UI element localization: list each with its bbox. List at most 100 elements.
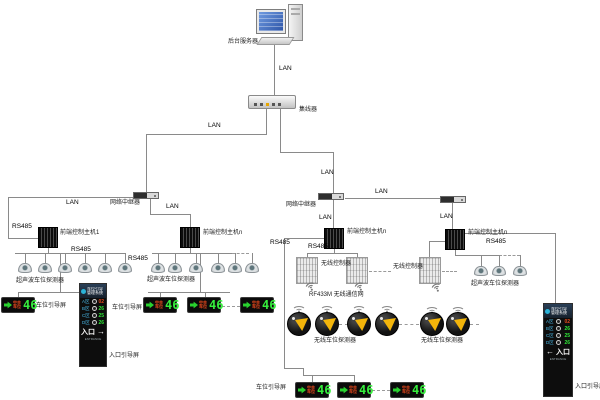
space-sign-label: 车位引导屏 bbox=[112, 305, 143, 311]
connector-dashed bbox=[232, 253, 249, 254]
ultrasonic-sensor bbox=[245, 263, 259, 273]
wireless-parking-detector bbox=[315, 312, 339, 336]
connector bbox=[18, 292, 19, 298]
entrance-row: ← 入口 bbox=[546, 346, 570, 356]
panel-row: D区 26 bbox=[546, 339, 570, 346]
connector bbox=[205, 292, 206, 298]
ultrasonic-sensor bbox=[474, 266, 488, 276]
ultrasonic-label: 超声波车位探测器 bbox=[147, 277, 196, 283]
space-count-sign: 空余 车位 46 bbox=[187, 297, 223, 313]
wireless-controller-1 bbox=[296, 257, 318, 284]
connector bbox=[429, 241, 430, 257]
connector bbox=[333, 152, 334, 193]
ultrasonic-sensor bbox=[78, 263, 92, 273]
connector bbox=[148, 292, 230, 293]
repeater-label: 网络中继器 bbox=[110, 200, 141, 206]
ultrasonic-label: 超声波车位探测器 bbox=[16, 278, 65, 284]
connector bbox=[555, 233, 556, 303]
connector bbox=[357, 253, 358, 257]
connector bbox=[429, 241, 445, 242]
connector bbox=[499, 255, 500, 266]
green-arrow-icon bbox=[190, 301, 198, 309]
hub-label: 集线器 bbox=[299, 107, 318, 113]
sign-red-text: 空余 车位 bbox=[252, 300, 260, 309]
wireless-detector-label: 无线车位探测器 bbox=[421, 338, 464, 344]
connector bbox=[284, 238, 324, 239]
radio-signal-icon bbox=[349, 279, 370, 303]
space-count-sign: 空余 车位 46 bbox=[390, 382, 426, 398]
connector bbox=[65, 253, 66, 263]
space-count-sign: 空余 车位 46 bbox=[240, 297, 276, 313]
sign-red-text: 空余 车位 bbox=[402, 385, 410, 394]
panel-row: C区 25 bbox=[82, 312, 104, 319]
rs485-label: RS485 bbox=[308, 243, 328, 250]
panel-row: B区 26 bbox=[546, 325, 570, 332]
connector bbox=[455, 250, 456, 255]
green-arrow-icon bbox=[393, 386, 401, 394]
front-controller-2 bbox=[180, 227, 200, 248]
wireless-parking-detector bbox=[287, 312, 311, 336]
server-tower-icon bbox=[288, 4, 303, 41]
front-controller-4 bbox=[445, 229, 465, 250]
connector bbox=[307, 253, 358, 254]
sign-red-text: 空余 车位 bbox=[155, 300, 163, 309]
controller-label: 前端控制主机n bbox=[347, 229, 387, 235]
wireless-controller-label: 无线控制器 bbox=[393, 264, 424, 270]
rs485-label: RS485 bbox=[12, 223, 32, 230]
connector bbox=[452, 203, 453, 229]
ultrasonic-sensor bbox=[513, 266, 527, 276]
indicator-icon bbox=[556, 340, 561, 345]
panel-row: A区 02 bbox=[546, 318, 570, 325]
lan-label: LAN bbox=[375, 188, 388, 195]
space-count: 46 bbox=[165, 298, 180, 312]
sign-red-text: 空余 车位 bbox=[307, 385, 315, 394]
indicator-icon bbox=[92, 320, 97, 325]
entrance-sub: ENTRANCE bbox=[84, 337, 102, 341]
green-arrow-icon bbox=[4, 301, 12, 309]
repeater-label: 网络中继器 bbox=[286, 202, 317, 208]
wireless-controller-label: 无线控制器 bbox=[321, 261, 352, 267]
server-screen bbox=[259, 12, 283, 31]
connector bbox=[8, 197, 133, 198]
arrow-right-icon: → bbox=[97, 326, 105, 336]
rs485-label: RS485 bbox=[486, 238, 506, 245]
backend-server bbox=[250, 4, 310, 50]
panel-logo-icon bbox=[545, 308, 550, 314]
connector bbox=[303, 375, 355, 376]
panel-row: B区 26 bbox=[82, 305, 104, 312]
panel-header: 车位引导 管理系统 bbox=[80, 284, 106, 298]
radio-signal-icon bbox=[300, 279, 321, 303]
green-arrow-icon bbox=[340, 386, 348, 394]
green-arrow-icon bbox=[146, 301, 154, 309]
entrance-row: 入口 → bbox=[81, 326, 105, 336]
front-controller-3 bbox=[324, 228, 344, 249]
lan-label: LAN bbox=[319, 214, 332, 221]
ultrasonic-sensor bbox=[98, 263, 112, 273]
rs485-label: RS485 bbox=[270, 239, 290, 246]
arrow-left-icon: ← bbox=[546, 346, 554, 356]
ultrasonic-sensor bbox=[211, 263, 225, 273]
lan-label: LAN bbox=[279, 65, 292, 72]
connector bbox=[280, 152, 334, 153]
entrance-sub: ENTRANCE bbox=[549, 357, 567, 361]
connector bbox=[190, 248, 191, 253]
ultrasonic-sensor bbox=[492, 266, 506, 276]
indicator-icon bbox=[92, 306, 97, 311]
wireless-controller-2 bbox=[346, 257, 368, 284]
network-repeater-3 bbox=[440, 196, 466, 203]
wireless-parking-detector bbox=[446, 312, 470, 336]
indicator-icon bbox=[92, 299, 97, 304]
wireless-controller-3 bbox=[419, 257, 441, 284]
ultrasonic-sensor bbox=[168, 263, 182, 273]
connector bbox=[354, 375, 355, 382]
connector bbox=[150, 199, 151, 214]
indicator-icon bbox=[92, 313, 97, 318]
connector bbox=[152, 253, 232, 254]
wireless-parking-detector bbox=[347, 312, 371, 336]
green-arrow-icon bbox=[243, 301, 251, 309]
server-monitor-icon bbox=[256, 9, 286, 34]
connector bbox=[284, 238, 285, 368]
panel-brand: 车位引导 bbox=[87, 287, 103, 291]
connector-dashed bbox=[369, 271, 391, 272]
